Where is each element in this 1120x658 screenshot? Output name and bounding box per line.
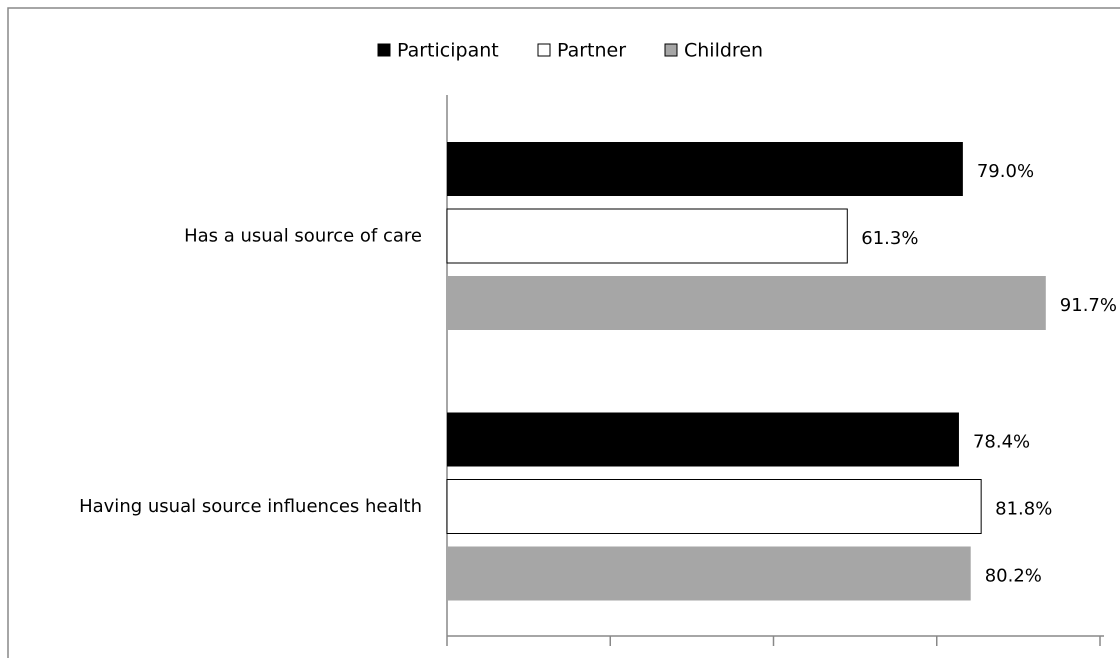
legend-label: Participant <box>397 40 499 62</box>
legend-swatch <box>664 43 678 57</box>
bar <box>447 276 1046 330</box>
data-label: 91.7% <box>1060 295 1117 316</box>
data-label: 81.8% <box>995 499 1052 520</box>
y-tick-label: Has a usual source of care <box>184 225 422 246</box>
data-label: 78.4% <box>973 432 1030 453</box>
legend-label: Children <box>684 40 763 62</box>
bar <box>447 412 959 467</box>
bar <box>447 546 971 601</box>
data-label: 61.3% <box>861 228 918 249</box>
data-label: 80.2% <box>985 566 1042 587</box>
bar <box>446 208 848 264</box>
data-label: 79.0% <box>977 161 1034 182</box>
bar <box>447 142 963 196</box>
legend: Participant Partner Children <box>377 40 763 62</box>
legend-swatch <box>537 43 551 57</box>
y-tick-label: Having usual source influences health <box>79 496 422 517</box>
legend-swatch <box>377 43 391 57</box>
legend-label: Partner <box>557 40 626 62</box>
bar <box>446 479 982 534</box>
